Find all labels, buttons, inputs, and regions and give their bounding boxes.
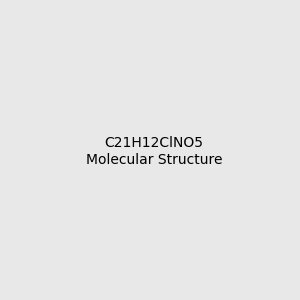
- Text: C21H12ClNO5
Molecular Structure: C21H12ClNO5 Molecular Structure: [85, 136, 222, 166]
